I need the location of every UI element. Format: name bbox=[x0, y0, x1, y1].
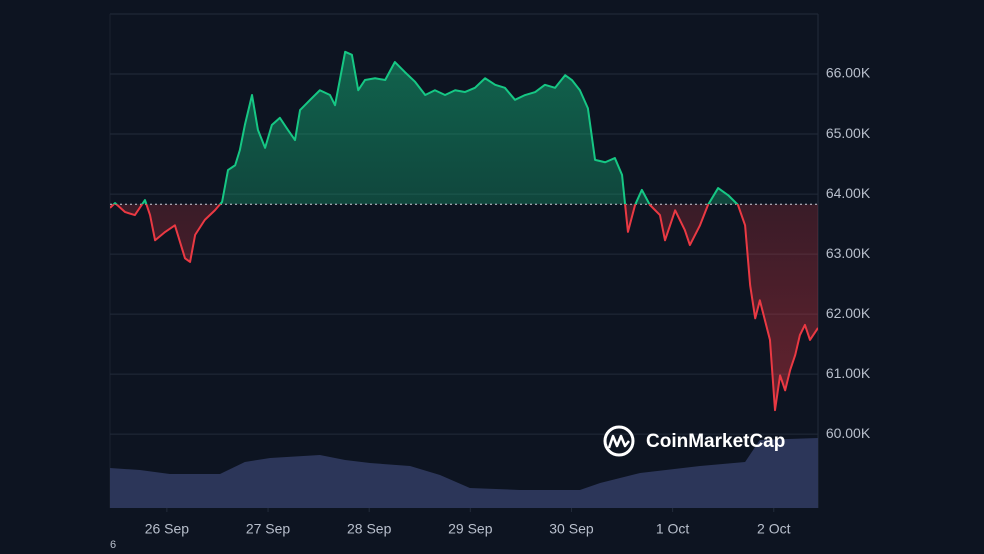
y-tick-label: 60.00K bbox=[826, 425, 871, 441]
y-tick-label: 62.00K bbox=[826, 305, 871, 321]
x-tick-label: 29 Sep bbox=[448, 521, 493, 537]
area-above bbox=[110, 51, 818, 205]
x-tick-label: 26 Sep bbox=[145, 521, 190, 537]
price-line-below bbox=[110, 204, 818, 412]
area-below bbox=[110, 204, 818, 411]
watermark: CoinMarketCap bbox=[603, 425, 785, 457]
footnote: 6 bbox=[110, 539, 116, 551]
y-tick-label: 65.00K bbox=[826, 125, 871, 141]
watermark-text: CoinMarketCap bbox=[646, 431, 785, 452]
y-tick-label: 66.00K bbox=[826, 65, 871, 81]
y-tick-label: 63.00K bbox=[826, 245, 871, 261]
y-tick-label: 61.00K bbox=[826, 365, 871, 381]
price-line-above bbox=[112, 50, 739, 205]
x-tick-label: 30 Sep bbox=[549, 521, 594, 537]
volume-area bbox=[110, 438, 818, 508]
watermark-logo bbox=[603, 425, 635, 457]
x-tick-label: 28 Sep bbox=[347, 521, 392, 537]
y-tick-label: 64.00K bbox=[826, 185, 871, 201]
x-tick-label: 2 Oct bbox=[757, 521, 791, 537]
x-tick-label: 1 Oct bbox=[656, 521, 690, 537]
watermark-logo-mark bbox=[607, 434, 630, 449]
x-tick-label: 27 Sep bbox=[246, 521, 291, 537]
